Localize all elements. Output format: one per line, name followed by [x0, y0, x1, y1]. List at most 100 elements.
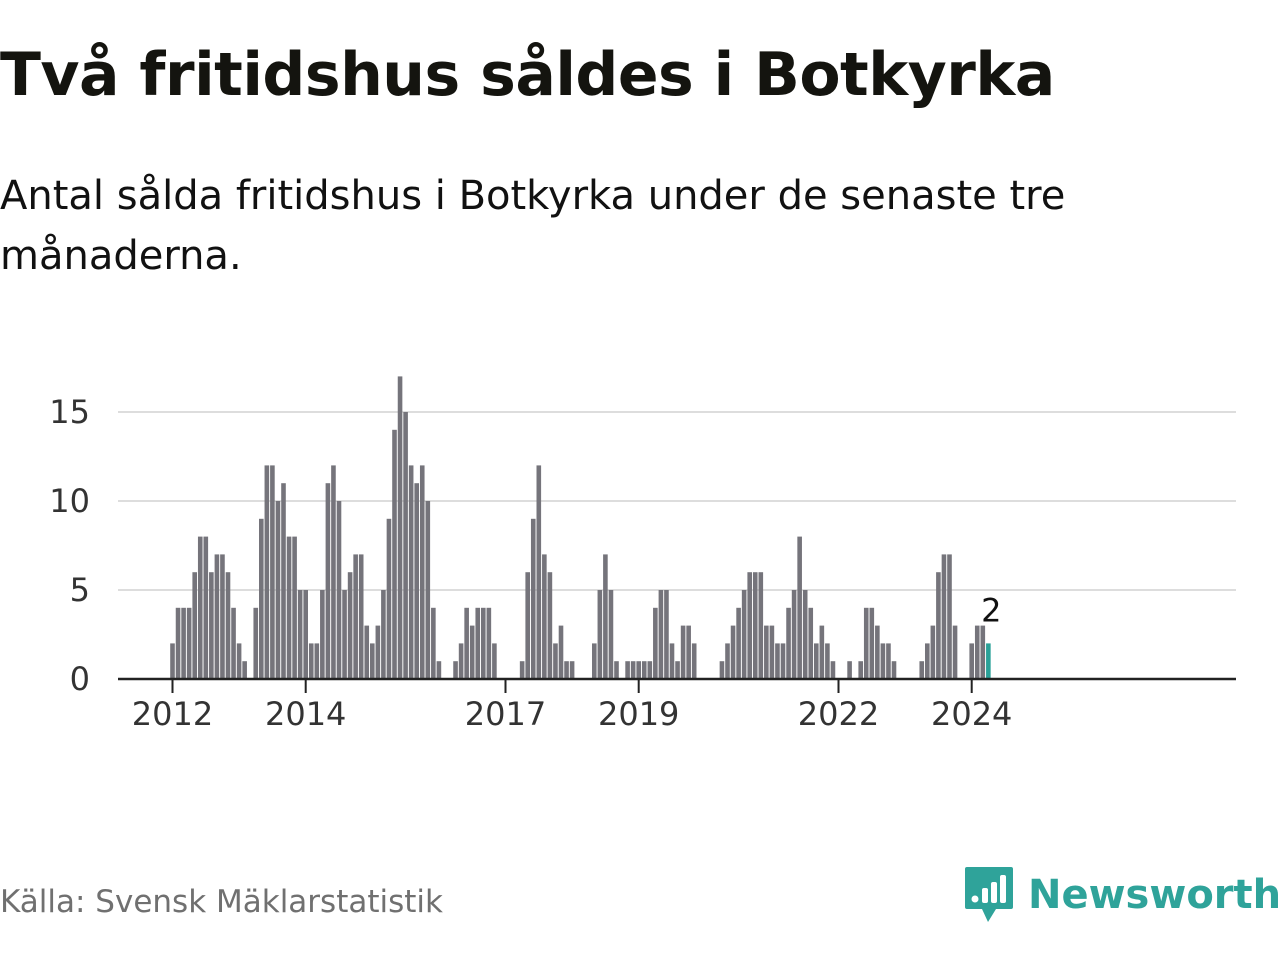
bar — [625, 661, 630, 679]
bar — [858, 661, 863, 679]
bar — [969, 643, 974, 679]
bar — [930, 625, 936, 679]
bar — [225, 572, 231, 679]
bar — [286, 536, 292, 679]
bar — [292, 536, 297, 679]
bar — [675, 661, 680, 679]
bar — [170, 643, 175, 679]
bar — [408, 465, 414, 679]
bar — [186, 607, 192, 679]
bar — [314, 643, 320, 679]
bar — [647, 661, 653, 679]
bar — [325, 483, 331, 679]
bar — [192, 572, 197, 679]
bar — [469, 625, 475, 679]
bar — [375, 625, 381, 679]
bar — [875, 625, 880, 679]
chart-subtitle: Antal sålda fritidshus i Botkyrka under … — [0, 173, 1066, 279]
x-tick-label: 2017 — [465, 695, 546, 733]
bar — [736, 607, 741, 679]
bar — [747, 572, 752, 679]
source-note: Källa: Svensk Mäklarstatistik — [0, 884, 443, 920]
bar-chart: 0 5 10 15 2 2012 2014 2017 2019 2022 2024 — [49, 376, 1236, 733]
highlight-value-label: 2 — [981, 591, 1001, 629]
y-tick-label: 0 — [70, 660, 90, 698]
bar — [947, 554, 952, 679]
bar — [641, 661, 647, 679]
bar — [863, 607, 869, 679]
bar — [952, 625, 958, 679]
bar — [830, 661, 836, 679]
bar — [775, 643, 780, 679]
bar — [253, 607, 259, 679]
bar — [880, 643, 886, 679]
bar — [936, 572, 941, 679]
bar — [847, 661, 852, 679]
bar — [558, 625, 564, 679]
bar — [592, 643, 597, 679]
bar — [891, 661, 897, 679]
bar — [686, 625, 691, 679]
bar — [342, 590, 347, 679]
bar — [436, 661, 442, 679]
bar — [925, 643, 930, 679]
bar — [725, 643, 730, 679]
bar — [419, 465, 425, 679]
x-tick-label: 2019 — [598, 695, 679, 733]
y-tick-label: 15 — [49, 393, 90, 431]
x-tick-label: 2024 — [931, 695, 1012, 733]
bar — [281, 483, 286, 679]
chart-title: Två fritidshus såldes i Botkyrka — [0, 40, 1055, 110]
x-tick-label: 2022 — [798, 695, 879, 733]
bar — [730, 625, 736, 679]
bar — [797, 536, 802, 679]
bar — [658, 590, 664, 679]
bar — [719, 661, 725, 679]
bar — [403, 412, 408, 679]
bar — [320, 590, 325, 679]
bar — [808, 607, 814, 679]
bar — [669, 643, 675, 679]
newsworthy-logo-icon — [965, 867, 1013, 922]
bar — [780, 643, 786, 679]
bar — [197, 536, 203, 679]
bar — [481, 607, 486, 679]
highlighted-bar — [986, 643, 991, 679]
bar — [370, 643, 375, 679]
bar — [886, 643, 891, 679]
bar — [603, 554, 608, 679]
bar — [519, 661, 525, 679]
brand-logo[interactable]: Newsworthy — [964, 864, 1280, 926]
bar — [275, 501, 281, 679]
bar — [475, 607, 481, 679]
bar — [547, 572, 553, 679]
bar — [175, 607, 181, 679]
bar — [758, 572, 764, 679]
x-tick-label: 2012 — [132, 695, 213, 733]
bar — [414, 483, 419, 679]
bar — [336, 501, 342, 679]
bar — [425, 501, 431, 679]
bar — [331, 465, 336, 679]
bar — [431, 607, 436, 679]
bar — [752, 572, 758, 679]
bar — [691, 643, 697, 679]
bar — [608, 590, 614, 679]
bar — [791, 590, 797, 679]
bar — [636, 661, 641, 679]
bar — [553, 643, 558, 679]
bar — [214, 554, 220, 679]
bar — [492, 643, 497, 679]
bar — [786, 607, 791, 679]
bar — [486, 607, 492, 679]
bar — [597, 590, 603, 679]
bar — [825, 643, 830, 679]
bar — [181, 607, 186, 679]
bar — [270, 465, 275, 679]
bar — [664, 590, 669, 679]
bar — [458, 643, 464, 679]
bar — [203, 536, 209, 679]
bar — [941, 554, 947, 679]
bar — [869, 607, 875, 679]
bar — [358, 554, 364, 679]
